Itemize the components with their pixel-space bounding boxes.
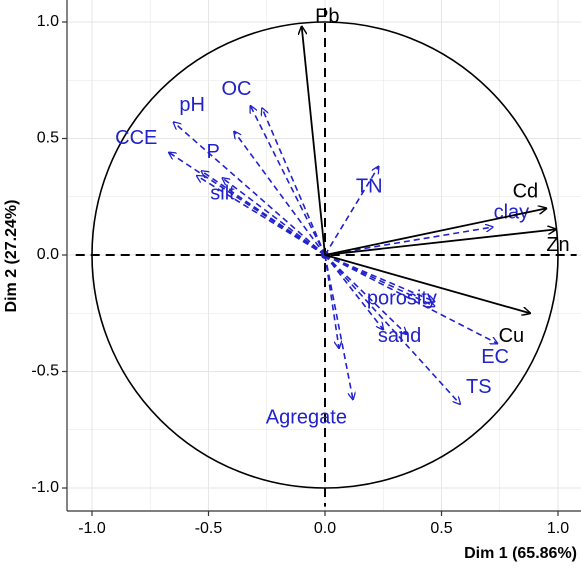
unit-circle-layer <box>91 21 559 489</box>
supplementary-arrow <box>324 254 460 404</box>
x-tick-label: 0.0 <box>314 520 336 537</box>
x-tick-label: 0.5 <box>430 520 452 537</box>
active-arrow <box>324 229 556 256</box>
axis-ticks: -1.0 -0.5 0.0 0.5 1.0 1.0 0.5 0.0 -0.5 -1.0 <box>31 13 569 537</box>
supplementary-arrow <box>324 254 497 344</box>
supplementary-arrow <box>324 254 353 399</box>
supplementary-label: pH <box>179 94 205 116</box>
active-variables: Pb Cd Zn Cu <box>302 6 570 347</box>
supplementary-arrow <box>324 166 379 256</box>
y-tick-label: 1.0 <box>37 13 59 30</box>
supplementary-label: TN <box>356 176 383 198</box>
active-arrow <box>302 27 326 256</box>
supplementary-arrow <box>222 178 326 256</box>
supplementary-arrow <box>169 152 326 256</box>
y-axis-title: Dim 2 (27.24%) <box>3 200 20 313</box>
y-tick-label: 0.5 <box>37 130 59 147</box>
supplementary-arrow <box>197 176 326 256</box>
supplementary-arrow <box>234 132 326 256</box>
active-label: Zn <box>546 234 569 256</box>
unit-circle <box>91 21 559 489</box>
x-axis-title: Dim 1 (65.86%) <box>464 545 577 562</box>
supplementary-arrow <box>324 227 493 256</box>
supplementary-label: OC <box>221 78 251 100</box>
active-label: Pb <box>315 6 339 28</box>
x-tick-label: -0.5 <box>195 520 223 537</box>
supplementary-label: porosity <box>367 288 437 310</box>
supplementary-arrow <box>324 254 407 334</box>
supplementary-label: TS <box>466 376 492 398</box>
y-tick-label: -1.0 <box>31 479 59 496</box>
supplementary-label: CCE <box>115 127 157 149</box>
y-tick-label: 0.0 <box>37 246 59 263</box>
supplementary-arrow <box>250 106 326 256</box>
active-label: Cd <box>513 180 539 202</box>
x-tick-label: 1.0 <box>547 520 569 537</box>
x-tick-label: -1.0 <box>78 520 106 537</box>
supplementary-arrow <box>324 254 383 330</box>
zero-lines <box>75 8 577 507</box>
supplementary-label: silt <box>210 183 235 205</box>
supplementary-arrow <box>262 108 326 256</box>
active-label: Cu <box>499 325 525 347</box>
supplementary-label: sand <box>378 325 421 347</box>
active-arrow <box>324 208 546 256</box>
supplementary-arrow <box>324 254 339 348</box>
supplementary-label: Agregate <box>266 406 347 428</box>
supplementary-label: P <box>206 141 219 163</box>
supplementary-variables: CCEpHPsiltOCTNclayporositysandECTSAgrega… <box>115 78 529 429</box>
supplementary-arrow <box>174 122 326 256</box>
y-tick-label: -0.5 <box>31 363 59 380</box>
active-arrow <box>324 254 530 313</box>
supplementary-label: EC <box>481 346 509 368</box>
